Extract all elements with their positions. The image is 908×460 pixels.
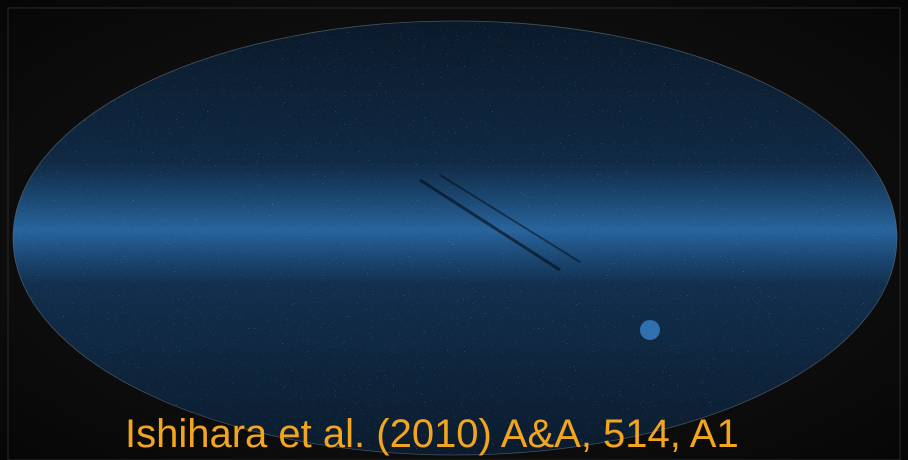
magellanic-cloud (640, 320, 660, 340)
caption: Ishihara et al. (2010) A&A, 514, A1 (125, 412, 739, 456)
page: Ishihara et al. (2010) A&A, 514, A1 (0, 0, 908, 460)
